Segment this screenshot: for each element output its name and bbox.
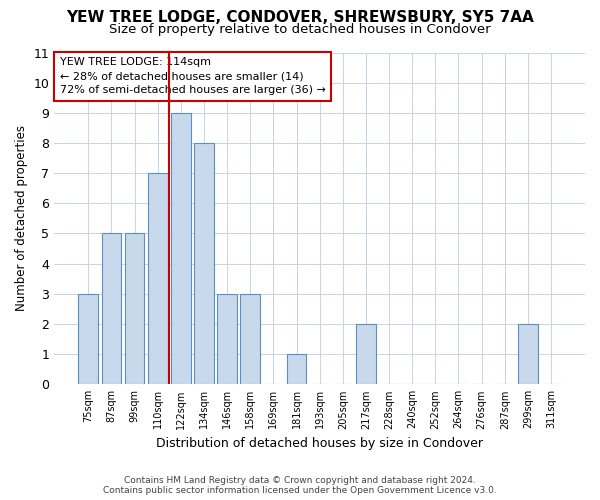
Bar	[101, 234, 121, 384]
Bar	[241, 294, 260, 384]
Y-axis label: Number of detached properties: Number of detached properties	[15, 126, 28, 312]
X-axis label: Distribution of detached houses by size in Condover: Distribution of detached houses by size …	[156, 437, 483, 450]
Bar	[287, 354, 307, 384]
Text: YEW TREE LODGE, CONDOVER, SHREWSBURY, SY5 7AA: YEW TREE LODGE, CONDOVER, SHREWSBURY, SY…	[66, 10, 534, 25]
Bar	[518, 324, 538, 384]
Bar	[125, 234, 145, 384]
Bar	[217, 294, 237, 384]
Bar	[171, 113, 191, 384]
Bar	[356, 324, 376, 384]
Text: Contains HM Land Registry data © Crown copyright and database right 2024.
Contai: Contains HM Land Registry data © Crown c…	[103, 476, 497, 495]
Bar	[148, 173, 167, 384]
Text: Size of property relative to detached houses in Condover: Size of property relative to detached ho…	[109, 22, 491, 36]
Bar	[79, 294, 98, 384]
Bar	[194, 143, 214, 384]
Text: YEW TREE LODGE: 114sqm
← 28% of detached houses are smaller (14)
72% of semi-det: YEW TREE LODGE: 114sqm ← 28% of detached…	[59, 58, 325, 96]
